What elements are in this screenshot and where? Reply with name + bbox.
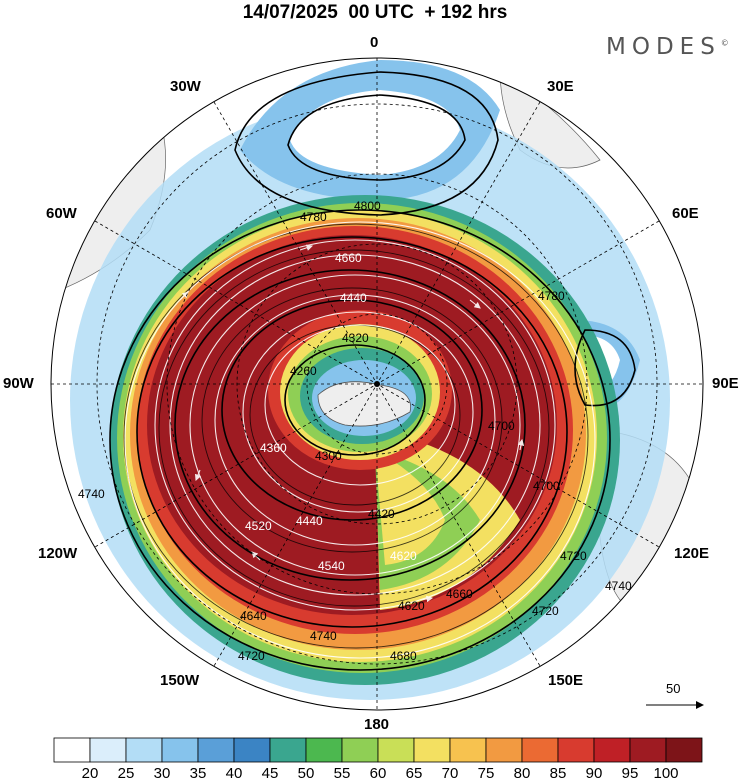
colorbar-swatch [521, 737, 559, 763]
contour-label: 4740 [310, 629, 337, 643]
colorbar-swatch [197, 737, 235, 763]
colorbar-swatch [557, 737, 595, 763]
colorbar-tick-label: 65 [405, 765, 423, 782]
contour-label: 4440 [340, 291, 367, 305]
colorbar-tick-label: 20 [81, 765, 99, 782]
contour-label: 4720 [532, 604, 559, 618]
lon-label-90e: 90E [712, 375, 739, 392]
colorbar-swatch [89, 737, 127, 763]
colorbar-swatch [485, 737, 523, 763]
lon-label-90w: 90W [3, 375, 34, 392]
colorbar-swatch [233, 737, 271, 763]
pole-marker [374, 381, 380, 387]
colorbar-swatch [269, 737, 307, 763]
colorbar-tick-label: 60 [369, 765, 387, 782]
colorbar-tick-label: 70 [441, 765, 459, 782]
contour-label: 4660 [446, 587, 473, 601]
logo-text: MODES [606, 34, 721, 60]
contour-label: 4800 [354, 199, 381, 213]
contour-label: 4780 [538, 289, 565, 303]
map-title: 14/07/2025 00 UTC + 192 hrs [242, 2, 508, 23]
colorbar [53, 737, 703, 763]
contour-label: 4740 [78, 487, 105, 501]
colorbar-tick-label: 50 [297, 765, 315, 782]
colorbar-tick-label: 55 [333, 765, 351, 782]
colorbar-swatch [125, 737, 163, 763]
lon-label-180: 180 [364, 716, 390, 733]
contour-label: 4700 [488, 419, 515, 433]
contour-label: 4780 [300, 210, 327, 224]
contour-label: 4740 [605, 579, 632, 593]
contour-label: 4620 [390, 549, 417, 563]
colorbar-swatch [341, 737, 379, 763]
colorbar-swatch [665, 737, 703, 763]
colorbar-tick-label: 80 [513, 765, 531, 782]
contour-label: 4620 [398, 599, 425, 613]
contour-label: 4640 [240, 609, 267, 623]
contour-label: 4540 [318, 559, 345, 573]
contour-label: 4300 [315, 449, 342, 463]
antarctica-land [317, 381, 412, 427]
contour-label: 4260 [290, 364, 317, 378]
height-contours [109, 71, 636, 671]
lon-label-120e: 120E [674, 545, 710, 562]
contour-label: 4360 [260, 441, 287, 455]
colorbar-tick-label: 35 [189, 765, 207, 782]
contour-label: 4720 [560, 549, 587, 563]
colorbar-tick-label: 45 [261, 765, 279, 782]
colorbar-tick-label: 40 [225, 765, 243, 782]
contour-label: 4700 [533, 479, 560, 493]
colorbar-swatch [413, 737, 451, 763]
lon-label-150w: 150W [160, 672, 200, 689]
lon-label-60e: 60E [672, 205, 699, 222]
contour-label: 4660 [335, 251, 362, 265]
contour-label: 4420 [368, 507, 395, 521]
colorbar-tick-label: 85 [549, 765, 567, 782]
colorbar-swatch [377, 737, 415, 763]
colorbar-tick-label: 25 [117, 765, 135, 782]
colorbar-swatch [593, 737, 631, 763]
thin-contours [123, 223, 589, 649]
colorbar-swatch [629, 737, 667, 763]
colorbar-swatch [449, 737, 487, 763]
lon-label-120w: 120W [38, 545, 78, 562]
contour-label: 4440 [296, 514, 323, 528]
contour-label: 4680 [390, 649, 417, 663]
lon-label-0: 0 [370, 34, 379, 51]
wind-scale-value: 50 [666, 681, 681, 696]
colorbar-swatch [161, 737, 199, 763]
colorbar-tick-label: 30 [153, 765, 171, 782]
colorbar-tick-label: 100 [653, 765, 679, 782]
contour-label: 4320 [342, 331, 369, 345]
colorbar-tick-label: 95 [621, 765, 639, 782]
colorbar-tick-label: 75 [477, 765, 495, 782]
colorbar-tick-label: 90 [585, 765, 603, 782]
contour-label-group: 4800 4780 4660 4440 4320 4260 4360 4300 … [78, 199, 632, 663]
contour-label: 4520 [245, 519, 272, 533]
map-boundary [50, 57, 704, 711]
colorbar-swatch [305, 737, 343, 763]
lon-label-30w: 30W [170, 78, 201, 95]
modes-logo: MODES© [606, 34, 729, 60]
lon-label-150e: 150E [548, 672, 584, 689]
lon-label-60w: 60W [46, 205, 77, 222]
contour-label: 4720 [238, 649, 265, 663]
map-field [51, 58, 703, 710]
lon-label-30e: 30E [547, 78, 574, 95]
colorbar-swatch [53, 737, 91, 763]
